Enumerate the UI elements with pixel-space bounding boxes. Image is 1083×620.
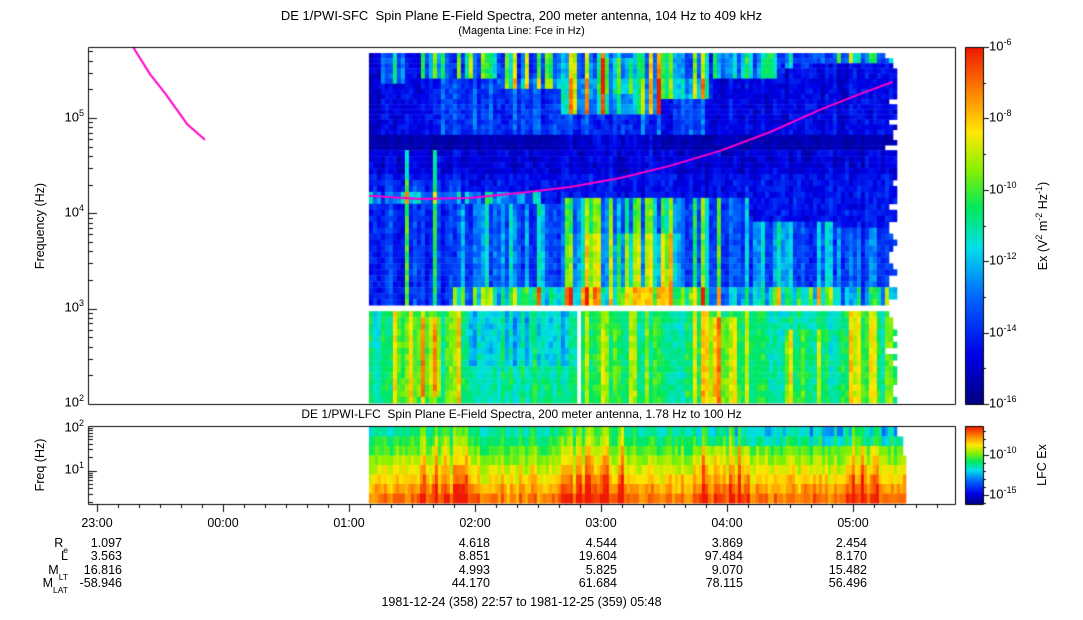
lfc-colorbar-label: LFC Ex (1035, 444, 1049, 486)
sfc-subtitle: (Magenta Line: Fce in Hz) (458, 25, 585, 37)
orbit-value: 8.851 (458, 549, 490, 563)
orbit-value: 8.170 (835, 549, 867, 563)
orbit-value: 15.482 (828, 563, 867, 577)
orbit-value: 78.115 (705, 576, 743, 590)
sfc-title: DE 1/PWI-SFC Spin Plane E-Field Spectra,… (280, 8, 763, 23)
lfc-ytick-label: 101 (64, 460, 84, 477)
sfc-colorbar-tick-label: 10-14 (989, 323, 1017, 340)
orbit-value: -58.946 (79, 576, 122, 590)
sfc-ytick-label: 102 (64, 393, 84, 410)
sfc-colorbar-tick-label: 10-8 (989, 108, 1012, 125)
orbit-value: 3.869 (711, 536, 743, 550)
orbit-value: 2.454 (835, 536, 867, 550)
orbit-value: 3.563 (90, 549, 122, 563)
lfc-colorbar-tick-label: 10-15 (989, 485, 1017, 502)
orbit-value: 19.604 (578, 549, 617, 563)
lfc-colorbar-tick-label: 10-10 (989, 445, 1017, 462)
time-tick-label: 05:00 (837, 516, 869, 530)
orbit-value: 61.684 (578, 576, 617, 590)
orbit-value: 97.484 (704, 549, 743, 563)
orbit-row-label: L (61, 549, 68, 563)
orbit-row-label: Re (54, 536, 68, 555)
sfc-colorbar-tick-label: 10-6 (989, 37, 1012, 54)
orbit-value: 56.496 (828, 576, 867, 590)
orbit-row-label: MLAT (42, 576, 68, 595)
sfc-ytick-label: 105 (64, 108, 84, 125)
orbit-value: 44.170 (451, 576, 490, 590)
orbit-value: 16.816 (83, 563, 122, 577)
lfc-ytick-label: 102 (64, 418, 84, 435)
orbit-value: 9.070 (711, 563, 743, 577)
time-tick-label: 01:00 (333, 516, 365, 530)
orbit-value: 4.993 (458, 563, 490, 577)
sfc-colorbar-tick-label: 10-16 (989, 394, 1017, 411)
time-tick-label: 00:00 (207, 516, 239, 530)
orbit-value: 5.825 (585, 563, 617, 577)
sfc-colorbar-tick-label: 10-10 (989, 180, 1017, 197)
orbit-row-label: MLT (48, 563, 68, 582)
orbit-value: 4.618 (458, 536, 490, 550)
orbit-value: 1.097 (90, 536, 122, 550)
sfc-colorbar-tick-label: 10-12 (989, 251, 1017, 268)
sfc-colorbar-label: Ex (V2 m-2 Hz-1) (1033, 181, 1051, 271)
time-tick-label: 23:00 (81, 516, 113, 530)
lfc-title: DE 1/PWI-LFC Spin Plane E-Field Spectra,… (301, 407, 742, 421)
footer-date-range: 1981-12-24 (358) 22:57 to 1981-12-25 (35… (381, 595, 662, 609)
sfc-yaxis-label: Frequency (Hz) (33, 182, 47, 270)
time-tick-label: 03:00 (585, 516, 617, 530)
orbit-value: 4.544 (585, 536, 617, 550)
time-tick-label: 04:00 (711, 516, 743, 530)
sfc-ytick-label: 104 (64, 203, 84, 220)
time-tick-label: 02:00 (459, 516, 491, 530)
sfc-ytick-label: 103 (64, 298, 84, 315)
